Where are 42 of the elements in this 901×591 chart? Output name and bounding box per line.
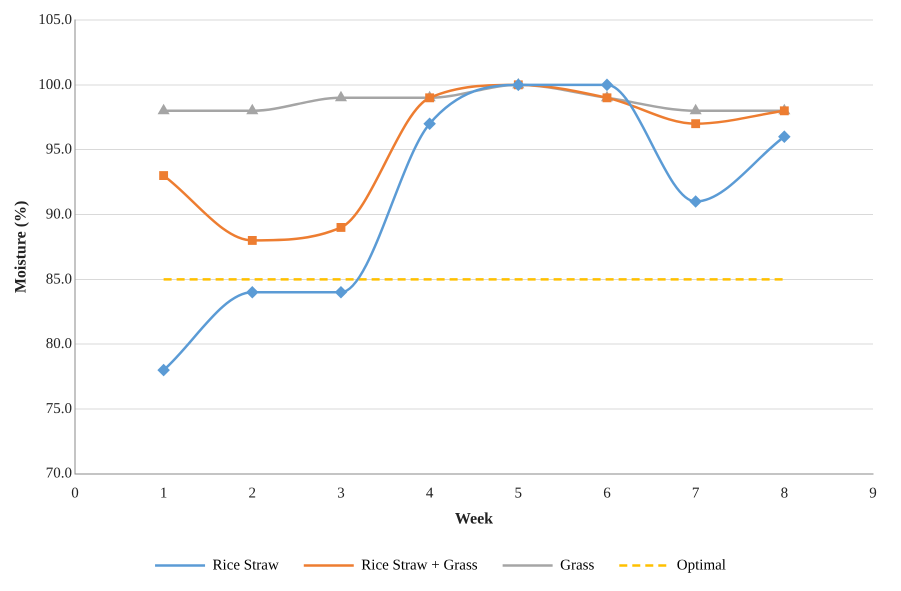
legend-label: Optimal [676,557,726,574]
point [335,286,347,298]
x-tick-label: 0 [71,486,79,502]
y-tick-label: 95.0 [46,142,72,158]
point [159,171,168,180]
point [247,105,258,114]
x-tick-label: 2 [248,486,256,502]
x-tick-label: 9 [869,486,877,502]
x-tick-label: 4 [426,486,434,502]
y-tick-label: 105.0 [38,12,72,28]
y-tick-label: 75.0 [46,400,72,417]
x-tick-label: 5 [514,486,522,502]
legend-label: Rice Straw [212,557,279,574]
point [602,93,612,102]
point [690,196,702,208]
x-tick-label: 8 [780,486,788,502]
point [336,223,346,232]
x-tick-label: 6 [603,486,612,502]
point [158,364,170,376]
point [336,92,346,102]
point [601,79,613,91]
point [425,93,434,102]
x-axis-title: Week [454,510,494,528]
x-tick-label: 1 [160,486,168,502]
y-tick-label: 80.0 [46,336,72,352]
x-tick-label: 7 [692,486,700,502]
y-tick-label: 70.0 [46,466,72,482]
point [248,236,257,245]
legend-label: Grass [560,557,594,574]
y-tick-label: 100.0 [38,76,72,93]
point [158,105,169,114]
point [780,106,789,116]
point [246,286,258,298]
y-tick-label: 85.0 [46,271,72,288]
point [691,119,700,128]
y-tick-label: 90.0 [46,206,72,222]
x-tick-label: 3 [337,486,345,502]
point [424,118,436,130]
y-axis-title: Moisture (%) [12,200,30,294]
point [778,130,790,142]
legend-label: Rice Straw + Grass [361,557,478,574]
point [690,105,701,114]
